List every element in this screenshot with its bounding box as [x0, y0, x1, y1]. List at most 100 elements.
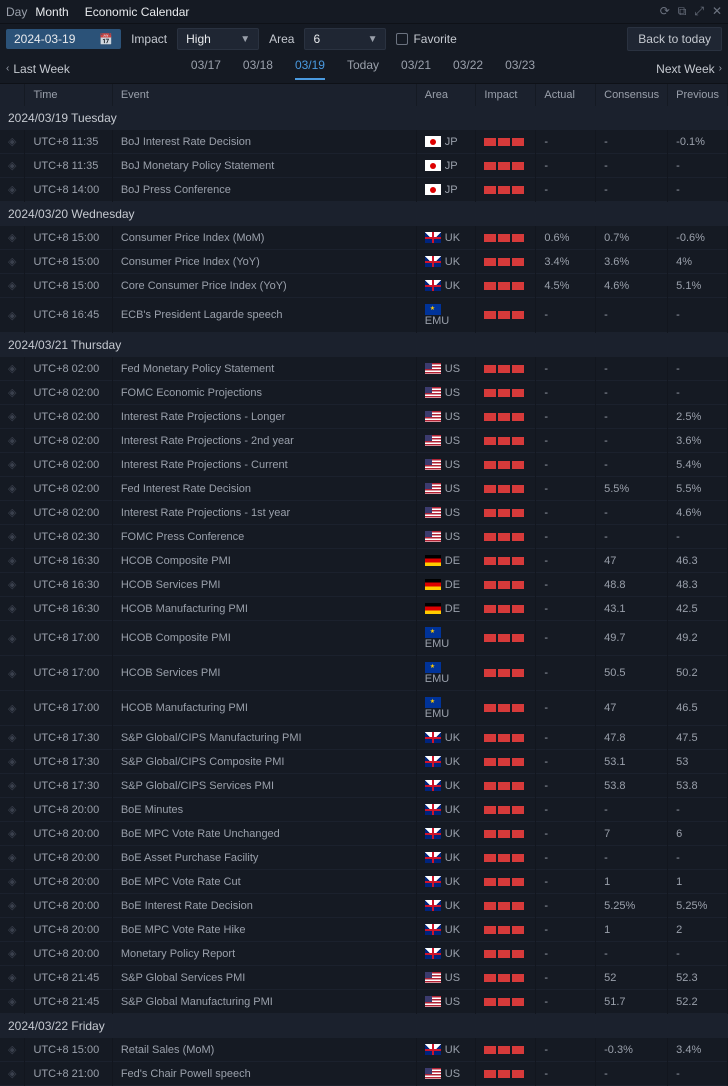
table-row[interactable]: ◈UTC+8 21:00Fed's Chair Powell speechUS-… [0, 1062, 728, 1086]
table-row[interactable]: ◈UTC+8 21:45S&P Global Services PMIUS-52… [0, 966, 728, 990]
bookmark-icon[interactable]: ◈ [8, 531, 16, 543]
bookmark-icon[interactable]: ◈ [8, 280, 16, 292]
table-row[interactable]: ◈UTC+8 02:00FOMC Economic ProjectionsUS-… [0, 381, 728, 405]
col-impact[interactable]: Impact [476, 84, 536, 106]
table-row[interactable]: ◈UTC+8 11:35BoJ Monetary Policy Statemen… [0, 154, 728, 178]
bookmark-icon[interactable]: ◈ [8, 387, 16, 399]
refresh-icon[interactable]: ⟳ [660, 4, 670, 19]
next-week-button[interactable]: Next Week › [656, 62, 722, 76]
date-tab[interactable]: 03/22 [453, 58, 483, 80]
cell-area: US [416, 525, 476, 549]
table-row[interactable]: ◈UTC+8 20:00BoE MPC Vote Rate UnchangedU… [0, 822, 728, 846]
impact-select[interactable]: High ▼ [177, 28, 259, 50]
table-row[interactable]: ◈UTC+8 20:00BoE MPC Vote Rate HikeUK-12 [0, 918, 728, 942]
table-row[interactable]: ◈UTC+8 20:00BoE Interest Rate DecisionUK… [0, 894, 728, 918]
bookmark-icon[interactable]: ◈ [8, 804, 16, 816]
bookmark-icon[interactable]: ◈ [8, 1044, 16, 1056]
table-row[interactable]: ◈UTC+8 02:00Fed Interest Rate DecisionUS… [0, 477, 728, 501]
bookmark-icon[interactable]: ◈ [8, 948, 16, 960]
bookmark-icon[interactable]: ◈ [8, 828, 16, 840]
bookmark-icon[interactable]: ◈ [8, 900, 16, 912]
bookmark-icon[interactable]: ◈ [8, 256, 16, 268]
bookmark-icon[interactable]: ◈ [8, 780, 16, 792]
table-row[interactable]: ◈UTC+8 20:00BoE Asset Purchase FacilityU… [0, 846, 728, 870]
table-row[interactable]: ◈UTC+8 02:00Fed Monetary Policy Statemen… [0, 357, 728, 381]
bookmark-icon[interactable]: ◈ [8, 579, 16, 591]
table-row[interactable]: ◈UTC+8 17:30S&P Global/CIPS Services PMI… [0, 774, 728, 798]
bookmark-icon[interactable]: ◈ [8, 603, 16, 615]
area-select[interactable]: 6 ▼ [304, 28, 386, 50]
bookmark-icon[interactable]: ◈ [8, 136, 16, 148]
bookmark-icon[interactable]: ◈ [8, 160, 16, 172]
bookmark-icon[interactable]: ◈ [8, 633, 16, 645]
col-event[interactable]: Event [112, 84, 416, 106]
table-row[interactable]: ◈UTC+8 02:00Interest Rate Projections - … [0, 501, 728, 525]
table-row[interactable]: ◈UTC+8 15:00Retail Sales (MoM)UK--0.3%3.… [0, 1038, 728, 1062]
table-row[interactable]: ◈UTC+8 17:00HCOB Services PMIEMU-50.550.… [0, 656, 728, 691]
table-row[interactable]: ◈UTC+8 02:30FOMC Press ConferenceUS--- [0, 525, 728, 549]
table-row[interactable]: ◈UTC+8 16:30HCOB Services PMIDE-48.848.3 [0, 573, 728, 597]
table-row[interactable]: ◈UTC+8 20:00Monetary Policy ReportUK--- [0, 942, 728, 966]
bookmark-icon[interactable]: ◈ [8, 232, 16, 244]
bookmark-icon[interactable]: ◈ [8, 732, 16, 744]
table-row[interactable]: ◈UTC+8 21:45S&P Global Manufacturing PMI… [0, 990, 728, 1014]
col-actual[interactable]: Actual [536, 84, 596, 106]
table-row[interactable]: ◈UTC+8 02:00Interest Rate Projections - … [0, 453, 728, 477]
back-to-today-button[interactable]: Back to today [627, 27, 722, 51]
table-row[interactable]: ◈UTC+8 17:00HCOB Manufacturing PMIEMU-47… [0, 691, 728, 726]
date-tab[interactable]: 03/23 [505, 58, 535, 80]
table-row[interactable]: ◈UTC+8 17:30S&P Global/CIPS Composite PM… [0, 750, 728, 774]
table-row[interactable]: ◈UTC+8 11:35BoJ Interest Rate DecisionJP… [0, 130, 728, 154]
table-row[interactable]: ◈UTC+8 20:00BoE MinutesUK--- [0, 798, 728, 822]
col-previous[interactable]: Previous [668, 84, 728, 106]
table-row[interactable]: ◈UTC+8 20:00BoE MPC Vote Rate CutUK-11 [0, 870, 728, 894]
bookmark-icon[interactable]: ◈ [8, 555, 16, 567]
last-week-button[interactable]: ‹ Last Week [6, 62, 70, 76]
table-row[interactable]: ◈UTC+8 15:00Core Consumer Price Index (Y… [0, 274, 728, 298]
table-row[interactable]: ◈UTC+8 02:00Interest Rate Projections - … [0, 405, 728, 429]
col-consensus[interactable]: Consensus [596, 84, 668, 106]
bookmark-icon[interactable]: ◈ [8, 184, 16, 196]
date-tab[interactable]: 03/19 [295, 58, 325, 80]
bookmark-icon[interactable]: ◈ [8, 435, 16, 447]
bookmark-icon[interactable]: ◈ [8, 972, 16, 984]
table-row[interactable]: ◈UTC+8 15:00Consumer Price Index (MoM)UK… [0, 226, 728, 250]
date-tab[interactable]: Today [347, 58, 379, 80]
view-day-tab[interactable]: Day [6, 5, 27, 19]
table-row[interactable]: ◈UTC+8 16:30HCOB Manufacturing PMIDE-43.… [0, 597, 728, 621]
favorite-checkbox-wrap[interactable]: Favorite [396, 32, 456, 46]
expand-icon[interactable]: ⤢ [694, 4, 704, 19]
favorite-checkbox[interactable] [396, 33, 408, 45]
cell-consensus: 5.25% [596, 894, 668, 918]
bookmark-icon[interactable]: ◈ [8, 703, 16, 715]
view-month-tab[interactable]: Month [35, 5, 68, 19]
bookmark-icon[interactable]: ◈ [8, 876, 16, 888]
duplicate-icon[interactable]: ⧉ [678, 4, 687, 19]
bookmark-icon[interactable]: ◈ [8, 363, 16, 375]
date-picker[interactable]: 2024-03-19 📅 [6, 29, 121, 49]
bookmark-icon[interactable]: ◈ [8, 507, 16, 519]
bookmark-icon[interactable]: ◈ [8, 483, 16, 495]
close-icon[interactable]: ✕ [712, 4, 722, 19]
bookmark-icon[interactable]: ◈ [8, 924, 16, 936]
bookmark-icon[interactable]: ◈ [8, 852, 16, 864]
bookmark-icon[interactable]: ◈ [8, 310, 16, 322]
col-time[interactable]: Time [25, 84, 112, 106]
bookmark-icon[interactable]: ◈ [8, 996, 16, 1008]
bookmark-icon[interactable]: ◈ [8, 411, 16, 423]
table-row[interactable]: ◈UTC+8 15:00Consumer Price Index (YoY)UK… [0, 250, 728, 274]
bookmark-icon[interactable]: ◈ [8, 459, 16, 471]
date-tab[interactable]: 03/18 [243, 58, 273, 80]
table-row[interactable]: ◈UTC+8 16:30HCOB Composite PMIDE-4746.3 [0, 549, 728, 573]
table-row[interactable]: ◈UTC+8 17:30S&P Global/CIPS Manufacturin… [0, 726, 728, 750]
bookmark-icon[interactable]: ◈ [8, 1068, 16, 1080]
table-row[interactable]: ◈UTC+8 14:00BoJ Press ConferenceJP--- [0, 178, 728, 202]
col-area[interactable]: Area [416, 84, 476, 106]
bookmark-icon[interactable]: ◈ [8, 668, 16, 680]
table-row[interactable]: ◈UTC+8 17:00HCOB Composite PMIEMU-49.749… [0, 621, 728, 656]
date-tab[interactable]: 03/21 [401, 58, 431, 80]
date-tab[interactable]: 03/17 [191, 58, 221, 80]
table-row[interactable]: ◈UTC+8 16:45ECB's President Lagarde spee… [0, 298, 728, 333]
table-row[interactable]: ◈UTC+8 02:00Interest Rate Projections - … [0, 429, 728, 453]
bookmark-icon[interactable]: ◈ [8, 756, 16, 768]
